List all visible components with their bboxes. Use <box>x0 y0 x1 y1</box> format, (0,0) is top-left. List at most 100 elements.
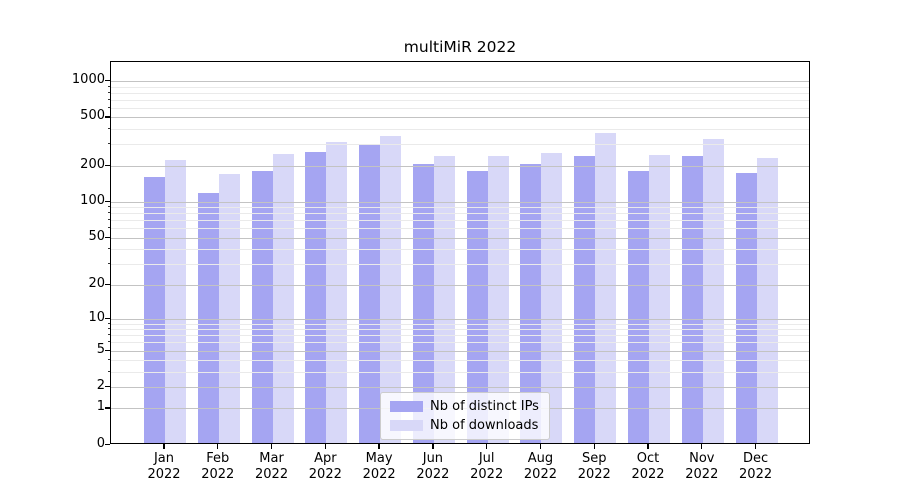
gridline-major <box>111 81 809 82</box>
x-tick-mark <box>647 444 649 449</box>
x-tick-mark <box>593 444 595 449</box>
bar-downloads <box>272 154 294 443</box>
bar-downloads <box>541 152 563 443</box>
gridline-minor <box>111 323 809 325</box>
y-minor-tick-mark <box>107 128 110 130</box>
y-minor-tick-mark <box>107 85 110 87</box>
y-tick-label: 500 <box>80 108 105 124</box>
x-tick-mark <box>163 444 165 449</box>
x-tick-mark <box>432 444 434 449</box>
bar-distinct-ips <box>305 151 327 443</box>
x-tick-label: Aug 2022 <box>523 451 557 482</box>
y-minor-tick-mark <box>107 341 110 343</box>
y-tick-label: 100 <box>80 192 105 208</box>
x-tick-label: Feb 2022 <box>201 451 235 482</box>
bar-distinct-ips <box>574 156 596 443</box>
y-tick-label: 1 <box>96 399 105 415</box>
gridline-major <box>111 165 809 167</box>
bar-downloads <box>218 174 240 443</box>
gridline-minor <box>111 228 809 230</box>
bar-downloads <box>380 136 402 443</box>
y-tick-mark <box>105 200 110 203</box>
x-tick-label: May 2022 <box>362 451 396 482</box>
legend-swatch-downloads-icon <box>390 420 423 431</box>
gridline-minor <box>111 107 809 109</box>
bar-distinct-ips <box>681 156 703 443</box>
y-tick-label: 2 <box>96 378 105 394</box>
x-tick-label: Nov 2022 <box>685 451 719 482</box>
bar-distinct-ips <box>197 192 219 443</box>
legend-label-distinct-ips: Nb of distinct IPs <box>430 399 539 414</box>
y-tick-mark <box>105 407 110 409</box>
y-minor-tick-mark <box>107 248 110 250</box>
y-tick-label: 0 <box>96 436 105 451</box>
x-tick-mark <box>486 444 488 449</box>
x-tick-label: Jul 2022 <box>470 451 504 482</box>
y-tick-label: 50 <box>88 228 105 244</box>
y-minor-tick-mark <box>107 359 110 361</box>
gridline-major <box>111 350 809 352</box>
bar-downloads <box>487 156 509 443</box>
gridline-minor <box>111 249 809 251</box>
x-tick-mark <box>754 444 757 449</box>
gridline-minor <box>111 213 809 215</box>
y-minor-tick-mark <box>107 370 110 372</box>
gridline-minor <box>111 335 809 337</box>
x-tick-label: Jun 2022 <box>416 451 450 482</box>
y-tick-mark <box>105 164 110 166</box>
gridline-major <box>111 237 809 239</box>
gridline-minor <box>111 129 809 131</box>
y-tick-mark <box>105 236 110 239</box>
bar-downloads <box>649 154 671 443</box>
y-tick-mark <box>105 386 110 388</box>
y-minor-tick-mark <box>107 219 110 221</box>
gridline-minor <box>111 144 809 146</box>
gridline-minor <box>111 371 809 373</box>
x-tick-mark <box>217 444 219 449</box>
y-minor-tick-mark <box>107 206 110 208</box>
y-tick-mark <box>105 349 110 351</box>
x-tick-label: Jan 2022 <box>147 451 181 482</box>
x-tick-label: Dec 2022 <box>739 451 773 482</box>
y-minor-tick-mark <box>107 334 110 336</box>
gridline-major <box>111 284 809 286</box>
gridline-minor <box>111 342 809 344</box>
gridline-major <box>111 117 809 119</box>
y-tick-mark <box>105 116 110 118</box>
gridline-minor <box>111 264 809 266</box>
chart-title: multiMiR 2022 <box>403 38 517 56</box>
bar-distinct-ips <box>412 163 434 443</box>
bar-distinct-ips <box>735 173 757 443</box>
gridline-major <box>111 387 809 389</box>
y-tick-label: 10 <box>88 309 105 325</box>
y-minor-tick-mark <box>107 91 110 93</box>
legend-item-downloads: Nb of downloads <box>390 418 539 433</box>
gridline-minor <box>111 220 809 222</box>
bar-downloads <box>702 138 724 443</box>
y-minor-tick-mark <box>107 263 110 265</box>
x-tick-label: Oct 2022 <box>631 451 665 482</box>
gridline-minor <box>111 99 809 101</box>
y-minor-tick-mark <box>107 143 110 145</box>
y-tick-mark <box>105 283 110 285</box>
y-minor-tick-mark <box>107 212 110 214</box>
x-tick-mark <box>378 444 380 449</box>
y-tick-label: 5 <box>96 341 105 357</box>
bar-distinct-ips <box>359 145 381 443</box>
y-tick-mark <box>105 80 110 82</box>
gridline-major <box>111 201 809 203</box>
y-tick-label: 200 <box>80 156 105 172</box>
legend-swatch-distinct-ips-icon <box>390 401 423 412</box>
bar-distinct-ips <box>628 170 650 443</box>
x-tick-label: Apr 2022 <box>308 451 342 482</box>
y-minor-tick-mark <box>107 98 110 100</box>
y-tick-label: 1000 <box>71 72 105 87</box>
bar-distinct-ips <box>520 164 542 443</box>
bar-distinct-ips <box>144 176 165 443</box>
y-minor-tick-mark <box>107 322 110 324</box>
gridline-minor <box>111 360 809 362</box>
x-tick-mark <box>701 444 703 449</box>
x-tick-mark <box>324 444 326 449</box>
gridline-minor <box>111 86 809 88</box>
